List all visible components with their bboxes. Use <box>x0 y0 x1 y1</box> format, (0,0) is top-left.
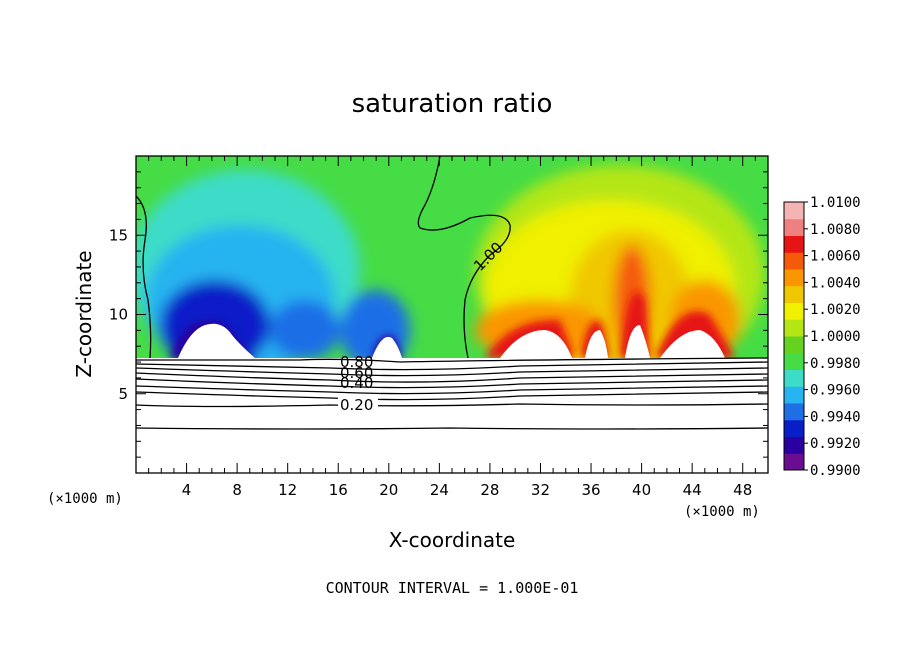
colorbar-segment <box>784 252 804 270</box>
contour-a <box>136 357 768 363</box>
y-axis-ticks: 5 10 15 <box>109 171 768 458</box>
colorbar-label: 1.0100 <box>810 195 861 211</box>
colorbar-label: 1.0080 <box>810 222 861 238</box>
colorbar-segment <box>784 319 804 337</box>
y-tick-label: 10 <box>109 306 128 324</box>
x-tick-label: 12 <box>278 481 297 499</box>
colorbar-segment <box>784 336 804 354</box>
x-tick-label: 8 <box>232 481 242 499</box>
contour-lines <box>136 156 768 430</box>
contour-g <box>136 391 768 401</box>
colorbar-segment <box>784 235 804 253</box>
dry-region-field <box>136 170 410 375</box>
colorbar-segment <box>784 453 804 471</box>
x-tick-label: 16 <box>329 481 348 499</box>
colorbar-label: 1.0060 <box>810 249 861 265</box>
colorbar-label: 0.9900 <box>810 463 861 479</box>
colorbar-label: 0.9940 <box>810 409 861 425</box>
contour-1.00 <box>417 156 511 359</box>
plot-area: 0.80 0.60 0.40 0.20 1.00 <box>136 156 768 473</box>
contour-e <box>136 378 768 389</box>
contour-label-0.60: 0.60 <box>340 364 373 382</box>
y-tick-label: 5 <box>118 385 128 403</box>
colorbar-segment <box>784 269 804 287</box>
x-tick-label: 40 <box>632 481 651 499</box>
contour-1.00-left <box>136 195 152 359</box>
colorbar-segment <box>784 285 804 303</box>
contour-d <box>136 372 768 383</box>
x-unit-label-right: (×1000 m) <box>684 504 760 520</box>
x-tick-label: 36 <box>581 481 600 499</box>
x-tick-label: 32 <box>531 481 550 499</box>
colorbar-label: 1.0020 <box>810 302 861 318</box>
contour-c <box>136 367 768 377</box>
colorbar-label: 0.9920 <box>810 436 861 452</box>
x-tick-label: 48 <box>733 481 752 499</box>
contour-f <box>136 385 768 395</box>
colorbar-segment <box>784 202 804 220</box>
y-tick-label: 15 <box>109 226 128 244</box>
colorbar-segment <box>784 436 804 454</box>
colorbar-segment <box>784 369 804 387</box>
colorbar-segment <box>784 386 804 404</box>
x-tick-label: 44 <box>683 481 702 499</box>
contour-label-0.80: 0.80 <box>340 353 373 371</box>
colorbar-label: 0.9980 <box>810 356 861 372</box>
x-tick-label: 4 <box>182 481 192 499</box>
x-axis-ticks: 4 8 12 16 20 24 28 32 36 40 44 48 <box>148 156 756 499</box>
colorbar-labels: 1.0100 1.0080 1.0060 1.0040 1.0020 1.0000 0.99… <box>804 195 861 479</box>
x-tick-label: 28 <box>480 481 499 499</box>
dry-core-3 <box>270 300 340 360</box>
contour-label-0.40: 0.40 <box>340 374 373 392</box>
contour-b <box>136 361 768 371</box>
colorbar-label: 1.0040 <box>810 275 861 291</box>
x-tick-label: 24 <box>430 481 449 499</box>
contour-h <box>136 427 768 430</box>
contour-interval-note: CONTOUR INTERVAL = 1.000E-01 <box>326 579 579 597</box>
colorbar-label: 1.0000 <box>810 329 861 345</box>
colorbar-segment <box>784 352 804 370</box>
colorbar-segment <box>784 419 804 437</box>
x-axis-label: X-coordinate <box>389 528 516 552</box>
chart-title: saturation ratio <box>352 89 553 119</box>
contour-label-0.20: 0.20 <box>340 396 373 414</box>
contour-0.20 <box>136 403 768 408</box>
colorbar <box>783 201 805 471</box>
y-axis-label: Z-coordinate <box>72 250 96 377</box>
colorbar-segment <box>784 302 804 320</box>
colorbar-label: 0.9960 <box>810 383 861 399</box>
x-tick-label: 20 <box>379 481 398 499</box>
x-unit-label-left: (×1000 m) <box>47 491 123 507</box>
colorbar-segment <box>784 403 804 421</box>
colorbar-segment <box>784 218 804 236</box>
